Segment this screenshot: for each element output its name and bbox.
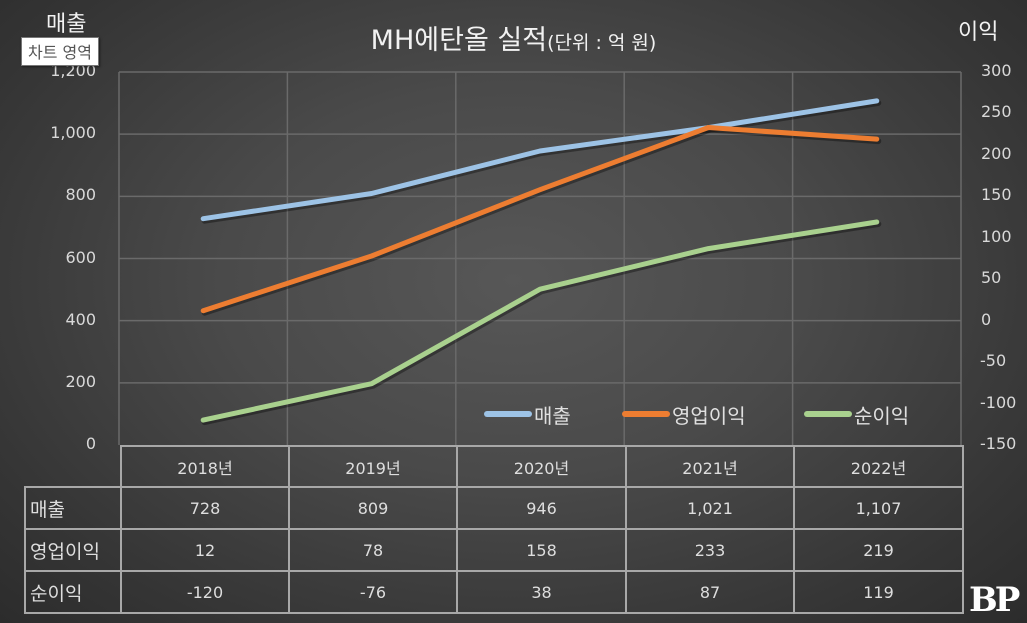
data-label: 1,107 xyxy=(793,486,964,530)
right-axis-tick-label: 250 xyxy=(981,102,1012,122)
legend-swatch-net-profit xyxy=(804,411,852,417)
data-label: 119 xyxy=(793,570,964,614)
data-label: 12 xyxy=(120,528,290,572)
data-label: 87 xyxy=(625,570,795,614)
line-net-profit-shadow xyxy=(201,221,882,426)
data-table-row-sales: 매출 728 809 946 1,021 1,107 xyxy=(24,486,964,530)
gridlines xyxy=(118,71,962,445)
legend-swatch-operating-profit xyxy=(622,411,670,417)
bp-logo: BP xyxy=(969,580,1020,620)
category-label: 2020년 xyxy=(456,445,627,488)
data-label: 946 xyxy=(456,486,627,530)
data-label: 728 xyxy=(120,486,290,530)
line-sales xyxy=(200,98,880,222)
right-axis-tick-label: -100 xyxy=(980,392,1017,412)
left-axis-tick-label: 200 xyxy=(65,371,96,391)
chart-title-main: MH에탄올 실적 xyxy=(370,25,548,56)
left-axis-tick-label: 400 xyxy=(65,309,96,329)
data-label: 38 xyxy=(456,570,627,614)
data-label: 158 xyxy=(456,528,627,572)
left-axis-tick-label: 1,000 xyxy=(50,123,96,143)
data-table: 2018년 2019년 2020년 2021년 2022년 매출 728 809… xyxy=(24,445,964,614)
legend-label-operating-profit: 영업이익 xyxy=(672,403,746,428)
legend-item-operating-profit[interactable]: 영업이익 xyxy=(622,402,746,428)
data-label: -120 xyxy=(120,570,290,614)
right-axis-tick-label: 0 xyxy=(981,309,992,329)
left-axis-tick-label: 0 xyxy=(85,434,96,453)
data-table-row-operating-profit: 영업이익 12 78 158 233 219 xyxy=(24,528,964,572)
line-operating-profit-shadow xyxy=(201,126,882,316)
legend-swatch-sales xyxy=(484,411,532,417)
right-axis-tick-label: 100 xyxy=(981,226,1012,246)
left-axis-title: 매출 xyxy=(46,12,87,37)
left-axis-tick-label: 800 xyxy=(65,185,96,205)
right-axis-tick-label: -150 xyxy=(980,434,1017,453)
series-lines xyxy=(200,98,882,426)
category-label: 2019년 xyxy=(288,445,458,488)
chart-area-tooltip: 차트 영역 xyxy=(21,37,99,66)
data-label: 219 xyxy=(793,528,964,572)
data-table-row-net-profit: 순이익 -120 -76 38 87 119 xyxy=(24,570,964,614)
right-axis-tick-label: -50 xyxy=(980,351,1007,371)
data-label: 78 xyxy=(288,528,458,572)
legend-label-net-profit: 순이익 xyxy=(854,403,910,428)
legend-item-net-profit[interactable]: 순이익 xyxy=(804,402,910,428)
right-axis-tick-label: 300 xyxy=(981,61,1012,80)
right-axis-title: 이익 xyxy=(958,20,999,45)
row-label: 매출 xyxy=(24,486,122,530)
data-label: 1,021 xyxy=(625,486,795,530)
data-table-header-row: 2018년 2019년 2020년 2021년 2022년 xyxy=(25,445,964,488)
left-axis-tick-label: 600 xyxy=(65,247,96,267)
data-label: 233 xyxy=(625,528,795,572)
row-label: 영업이익 xyxy=(24,528,122,572)
line-net-profit xyxy=(200,219,880,423)
category-label: 2018년 xyxy=(120,445,290,488)
category-label: 2022년 xyxy=(793,445,964,488)
data-label: 809 xyxy=(288,486,458,530)
data-table-corner xyxy=(25,446,121,487)
category-label: 2021년 xyxy=(625,445,795,488)
row-label: 순이익 xyxy=(24,570,122,614)
legend-label-sales: 매출 xyxy=(534,403,571,428)
chart-title-unit: (단위 : 억 원) xyxy=(547,32,657,54)
chart-title: MH에탄올 실적(단위 : 억 원) xyxy=(0,18,1027,57)
data-label: -76 xyxy=(288,570,458,614)
line-operating-profit xyxy=(200,125,880,314)
right-axis-tick-label: 50 xyxy=(981,268,1002,288)
right-axis-tick-label: 200 xyxy=(981,143,1012,163)
legend-item-sales[interactable]: 매출 xyxy=(484,402,571,428)
right-axis-tick-label: 150 xyxy=(981,185,1012,205)
